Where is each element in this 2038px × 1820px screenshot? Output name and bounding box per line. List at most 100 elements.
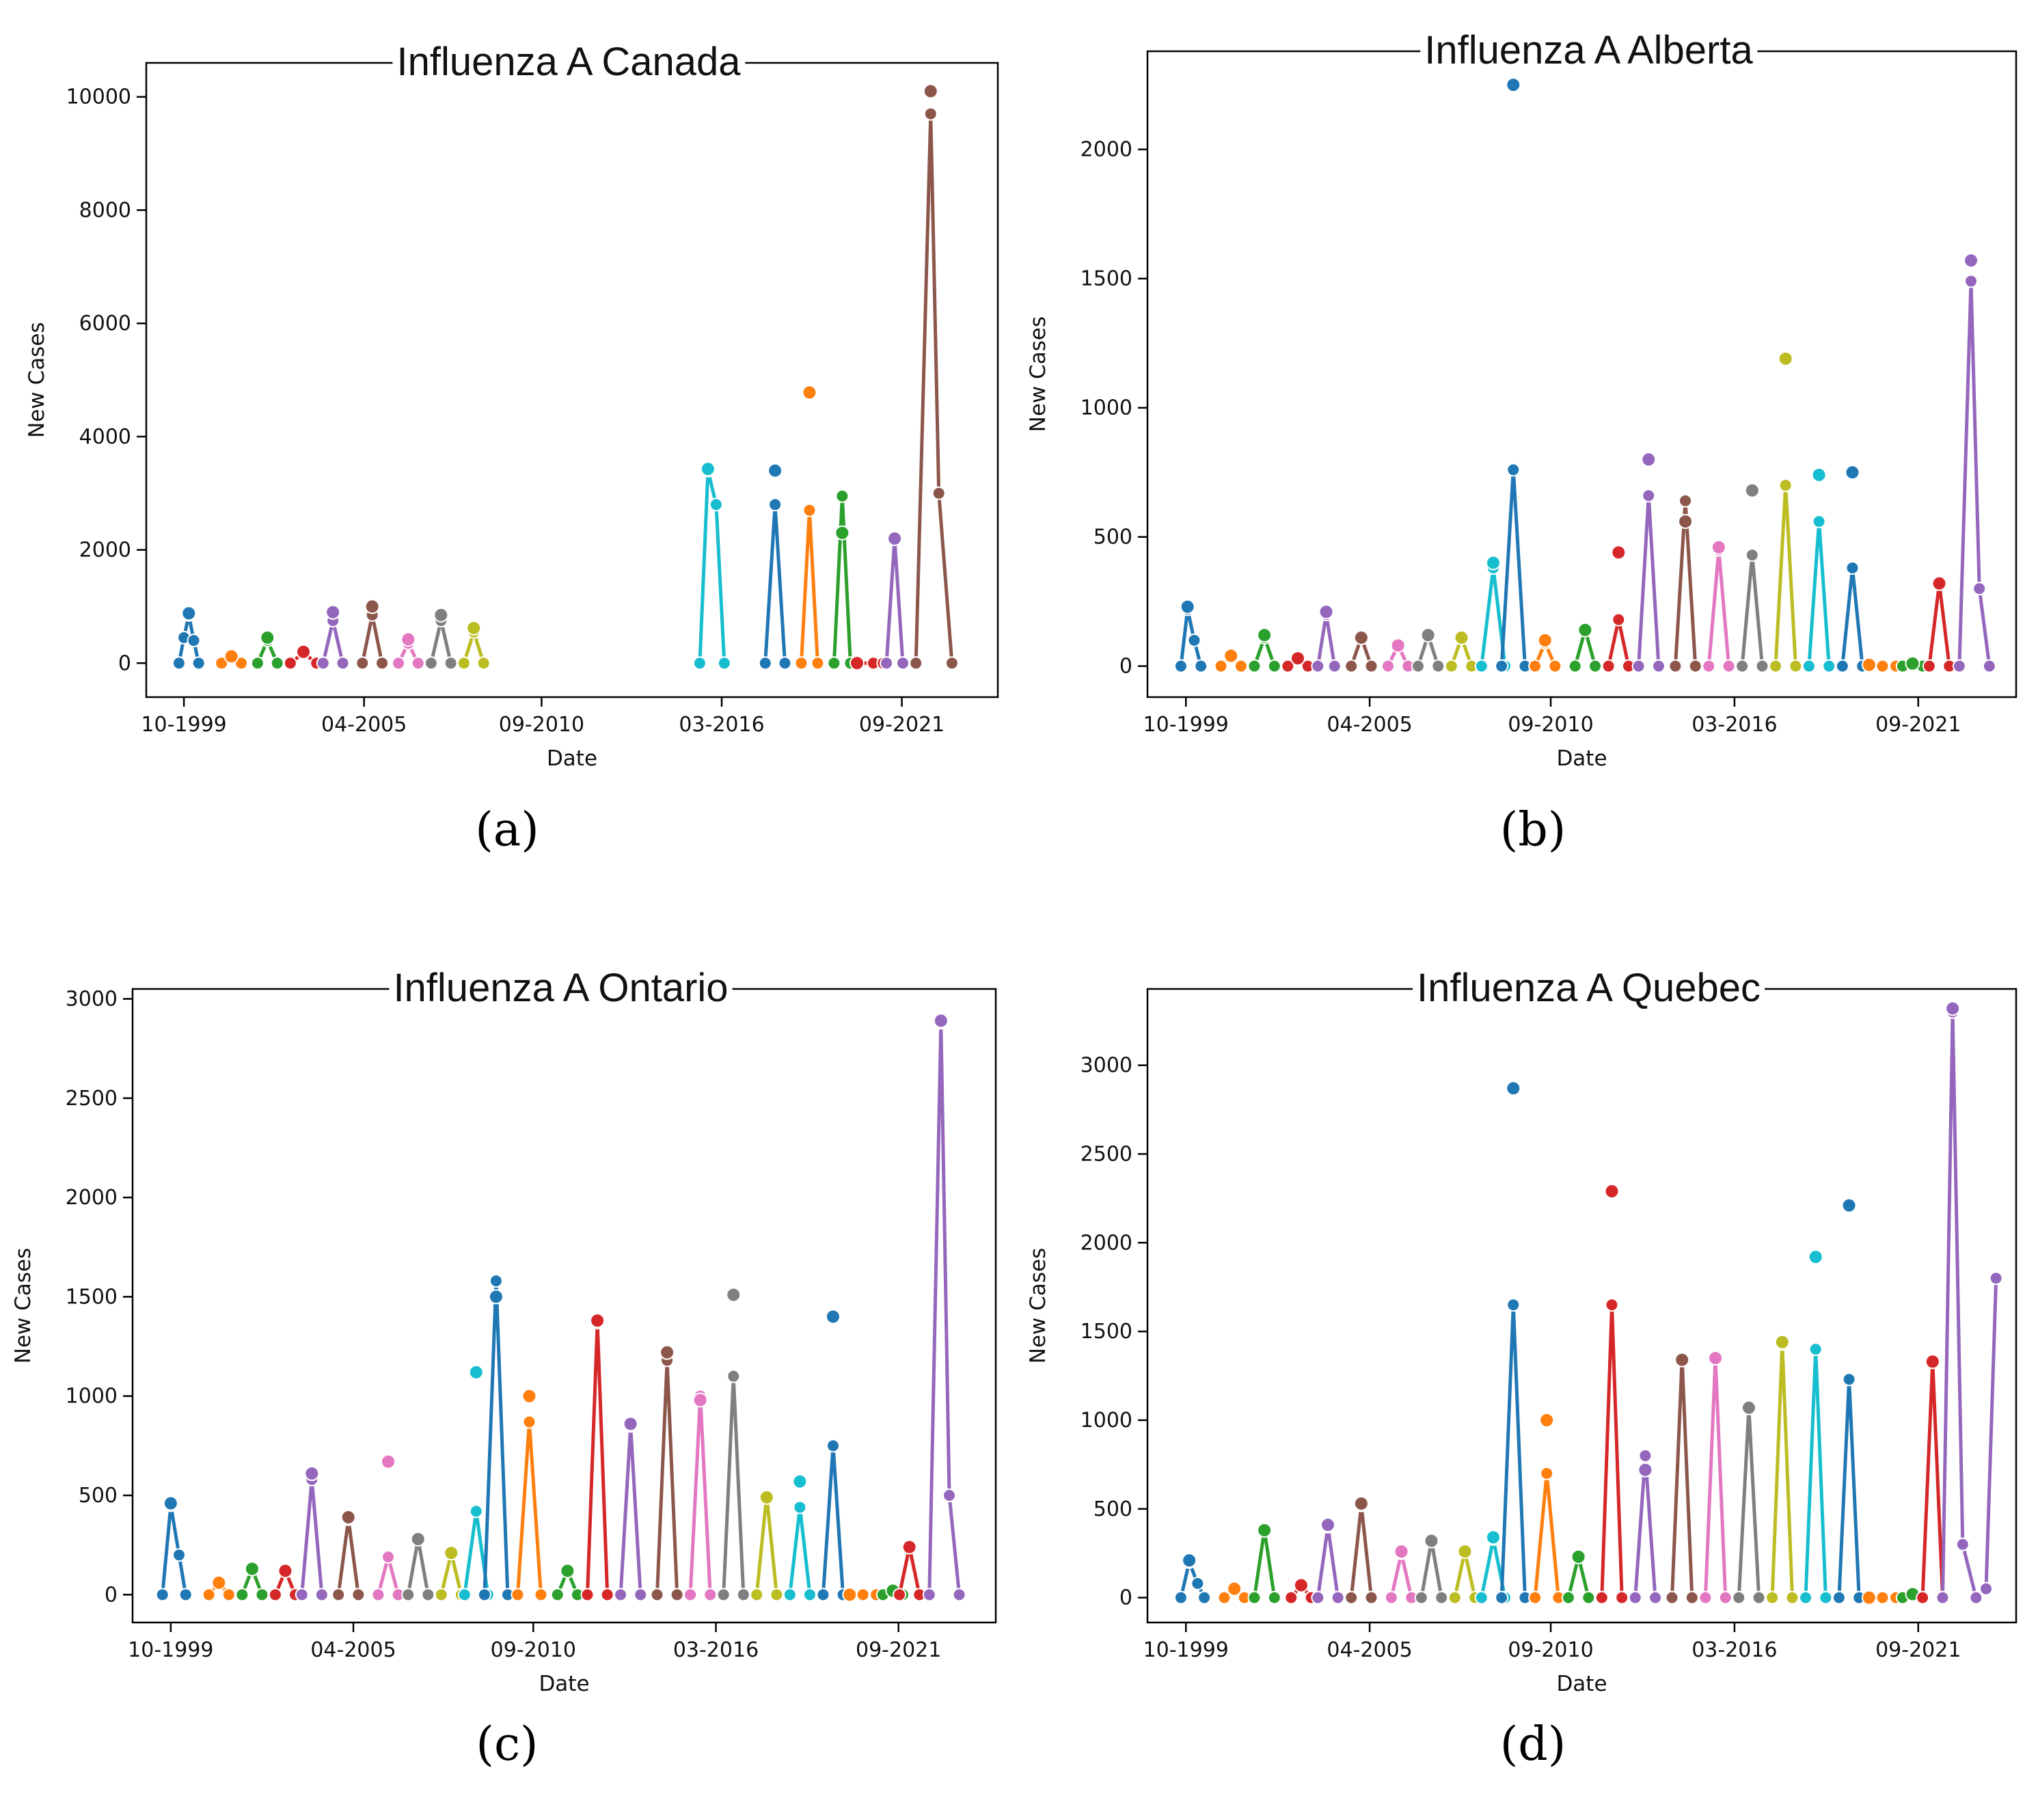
- y-axis-label: New Cases: [25, 322, 49, 438]
- data-point: [1811, 467, 1827, 483]
- data-point: [277, 1563, 293, 1579]
- x-tick-label: 09-2010: [491, 1638, 576, 1662]
- x-tick-label: 10-1999: [1143, 713, 1229, 737]
- x-tick-label: 09-2021: [859, 713, 945, 737]
- data-point: [401, 1588, 416, 1602]
- data-point: [783, 1588, 797, 1602]
- series-line: [406, 1537, 430, 1595]
- data-point: [614, 1588, 628, 1602]
- data-point: [1390, 638, 1406, 653]
- data-point: [1281, 659, 1295, 673]
- data-point: [1698, 1590, 1713, 1605]
- data-point: [1320, 1517, 1335, 1533]
- y-tick-label: 4000: [79, 425, 131, 449]
- data-point: [794, 656, 809, 670]
- data-point: [1925, 1354, 1940, 1370]
- data-point: [1765, 1590, 1780, 1605]
- y-tick-label: 10000: [66, 85, 131, 109]
- data-point: [1678, 513, 1694, 529]
- series-line: [1807, 519, 1831, 666]
- data-point: [1457, 1544, 1473, 1560]
- data-point: [1744, 483, 1760, 498]
- data-point: [1495, 1590, 1509, 1605]
- data-point: [444, 656, 458, 670]
- data-point: [1628, 1590, 1642, 1605]
- data-point: [1615, 1590, 1629, 1605]
- data-point: [1612, 612, 1626, 627]
- data-point: [191, 656, 206, 670]
- data-point: [896, 656, 910, 670]
- data-point: [489, 1274, 503, 1288]
- x-tick-label: 03-2016: [679, 713, 764, 737]
- y-tick-label: 2500: [66, 1087, 118, 1111]
- data-point: [1353, 630, 1369, 646]
- data-point: [469, 1504, 483, 1519]
- data-point: [1506, 463, 1521, 477]
- data-point: [1875, 1590, 1890, 1605]
- data-point: [331, 1588, 346, 1602]
- data-point: [1774, 1334, 1790, 1350]
- data-point: [835, 489, 850, 503]
- series-line: [1600, 1303, 1624, 1598]
- data-point: [1327, 659, 1342, 673]
- data-point: [1594, 1590, 1609, 1605]
- data-point: [1679, 493, 1693, 508]
- data-point: [1506, 77, 1521, 93]
- data-point: [1284, 1590, 1299, 1605]
- y-tick-label: 3000: [66, 988, 118, 1011]
- data-point: [692, 656, 707, 670]
- data-point: [1875, 659, 1890, 673]
- data-point: [1964, 274, 1979, 288]
- x-tick-label: 09-2010: [499, 713, 584, 737]
- data-point: [295, 1588, 309, 1602]
- data-point: [1755, 659, 1769, 673]
- data-point: [683, 1588, 698, 1602]
- data-point: [1745, 548, 1759, 562]
- data-point: [1601, 659, 1616, 673]
- data-point: [1605, 1298, 1619, 1312]
- data-point: [244, 1561, 260, 1577]
- data-point: [1290, 651, 1305, 666]
- data-point: [468, 1364, 484, 1380]
- data-point: [1528, 1590, 1543, 1605]
- data-point: [1414, 1590, 1428, 1605]
- data-point: [1561, 1590, 1575, 1605]
- chart-title-backing: [392, 60, 746, 67]
- data-point: [1197, 1590, 1212, 1605]
- data-point: [1674, 1352, 1690, 1368]
- data-point: [1638, 1448, 1653, 1463]
- x-tick-label: 04-2005: [1327, 713, 1412, 737]
- data-point: [381, 1454, 396, 1469]
- y-tick-label: 1000: [66, 1385, 118, 1409]
- chart-caption-a: (a): [475, 803, 539, 857]
- data-point: [1234, 659, 1248, 673]
- data-point: [1982, 659, 1996, 673]
- data-point: [1247, 1590, 1262, 1605]
- series-line: [360, 613, 384, 664]
- data-point: [255, 1588, 269, 1602]
- data-point: [750, 1588, 764, 1602]
- x-axis-label: Date: [1556, 1672, 1607, 1696]
- data-point: [434, 1588, 448, 1602]
- data-point: [670, 1588, 684, 1602]
- y-tick-label: 1000: [1081, 1409, 1132, 1432]
- data-point: [700, 461, 716, 477]
- chart-svg-quebec: 0 500 1000 1500 2000 2500 3000 10-1999 04-2005 09…: [1026, 966, 2017, 1696]
- data-point: [802, 385, 817, 400]
- data-point: [477, 1588, 491, 1602]
- data-point: [1604, 1184, 1620, 1199]
- y-tick-label: 1000: [1081, 396, 1132, 420]
- series-line: [655, 1358, 679, 1595]
- plot-frame: [145, 62, 999, 698]
- data-point: [421, 1588, 435, 1602]
- data-point: [1420, 627, 1436, 643]
- data-point: [1568, 659, 1582, 673]
- x-tick-label: 09-2010: [1508, 1638, 1593, 1662]
- y-tick-label: 500: [1093, 1497, 1132, 1521]
- y-tick-label: 2000: [1081, 138, 1132, 162]
- data-point: [250, 656, 264, 670]
- data-point: [1945, 1001, 1961, 1016]
- data-point: [355, 656, 370, 670]
- data-point: [1431, 659, 1445, 673]
- data-point: [163, 1495, 178, 1511]
